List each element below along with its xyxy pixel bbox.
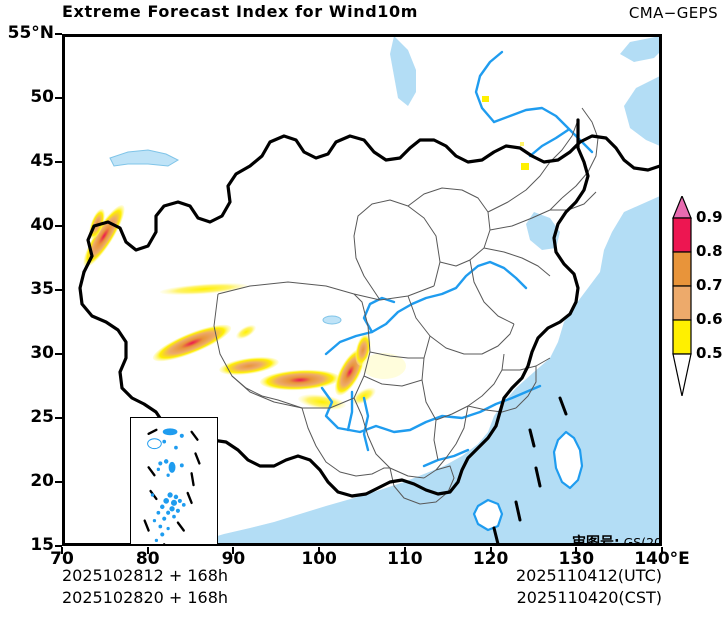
nine-dash-line xyxy=(492,396,568,544)
y-tick-label-45: 45 xyxy=(30,151,54,171)
x-tick-label-100: 100 xyxy=(301,549,337,569)
x-tick-mark-140 xyxy=(661,547,663,554)
x-tick-label-120: 120 xyxy=(472,549,509,569)
inset-canvas xyxy=(131,418,217,544)
province-borders xyxy=(213,107,599,505)
y-tick-label-50: 50 xyxy=(30,87,54,107)
y-tick-mark-15 xyxy=(55,545,62,547)
ocean-areas xyxy=(204,36,660,544)
valid-time-utc: 2025110412(UTC) xyxy=(516,566,662,585)
init-time-utc: 2025102812 + 168h xyxy=(62,566,229,585)
x-tick-label-130: 130 xyxy=(558,549,595,569)
map-approval-credit: 审图号: GS(2019) 1786 1:20000000 xyxy=(572,533,662,546)
x-tick-mark-100 xyxy=(318,547,321,554)
y-tick-label-55: 55°N xyxy=(7,23,54,43)
y-tick-label-15: 15 xyxy=(30,535,54,555)
y-tick-label-40: 40 xyxy=(30,215,54,235)
x-tick-label-90: 90 xyxy=(221,549,246,569)
credit-number: GS(2019) 1786 xyxy=(623,535,662,546)
x-tick-mark-70 xyxy=(61,547,63,554)
y-tick-label-25: 25 xyxy=(30,407,54,427)
colorbar-label-0.8: 0.8 xyxy=(696,242,723,260)
colorbar-label-0.5: 0.5 xyxy=(696,344,723,362)
efi-spot-ne-3 xyxy=(520,142,524,146)
y-tick-mark-20 xyxy=(55,481,62,483)
y-tick-mark-50 xyxy=(55,97,62,99)
x-tick-mark-110 xyxy=(403,547,406,554)
page-title: Extreme Forecast Index for Wind10m xyxy=(62,2,419,21)
y-tick-label-35: 35 xyxy=(30,279,54,299)
x-tick-mark-80 xyxy=(146,547,149,554)
valid-time-cst: 2025110420(CST) xyxy=(516,588,662,607)
colorbar-label-0.7: 0.7 xyxy=(696,276,723,294)
south-china-sea-inset[interactable]: 1:40000000 xyxy=(130,417,218,544)
colorbar-above-max xyxy=(672,196,692,219)
y-tick-mark-35 xyxy=(55,289,62,291)
x-tick-mark-120 xyxy=(489,547,492,554)
colorbar-band-0.8-0.9 xyxy=(672,217,692,253)
x-tick-label-140: 140°E xyxy=(634,549,690,569)
national-border xyxy=(78,118,660,498)
y-tick-mark-25 xyxy=(55,417,62,419)
colorbar-band-0.6-0.7 xyxy=(672,285,692,321)
y-tick-mark-55 xyxy=(55,33,62,35)
x-tick-label-110: 110 xyxy=(387,549,423,569)
colorbar-label-0.9: 0.9 xyxy=(696,208,723,226)
model-label: CMA−GEPS xyxy=(628,4,718,22)
efi-spot-ne-2 xyxy=(521,163,529,170)
x-tick-label-70: 70 xyxy=(50,549,74,569)
colorbar-tick-labels: 0.9 0.8 0.7 0.6 0.5 xyxy=(696,196,724,396)
colorbar[interactable] xyxy=(672,196,692,396)
y-tick-mark-45 xyxy=(55,161,62,163)
colorbar-band-0.7-0.8 xyxy=(672,251,692,287)
colorbar-band-0.5-0.6 xyxy=(672,319,692,355)
map-plot-area[interactable]: 1:40000000 审图号: GS(2019) 1786 1:20000000 xyxy=(62,34,662,546)
x-tick-mark-130 xyxy=(575,547,578,554)
y-tick-label-30: 30 xyxy=(30,343,54,363)
lake-areas xyxy=(109,149,342,325)
efi-spot-ne-1 xyxy=(482,96,489,102)
island-coastlines xyxy=(472,430,584,532)
y-tick-mark-30 xyxy=(55,353,62,355)
init-time-cst: 2025102820 + 168h xyxy=(62,588,229,607)
map-inner-frame xyxy=(64,36,660,544)
y-tick-mark-40 xyxy=(55,225,62,227)
y-tick-label-20: 20 xyxy=(30,471,54,491)
colorbar-below-min xyxy=(672,353,692,396)
credit-label: 审图号: xyxy=(572,535,620,546)
x-tick-label-80: 80 xyxy=(135,549,160,569)
colorbar-label-0.6: 0.6 xyxy=(696,310,723,328)
x-tick-mark-90 xyxy=(232,547,235,554)
